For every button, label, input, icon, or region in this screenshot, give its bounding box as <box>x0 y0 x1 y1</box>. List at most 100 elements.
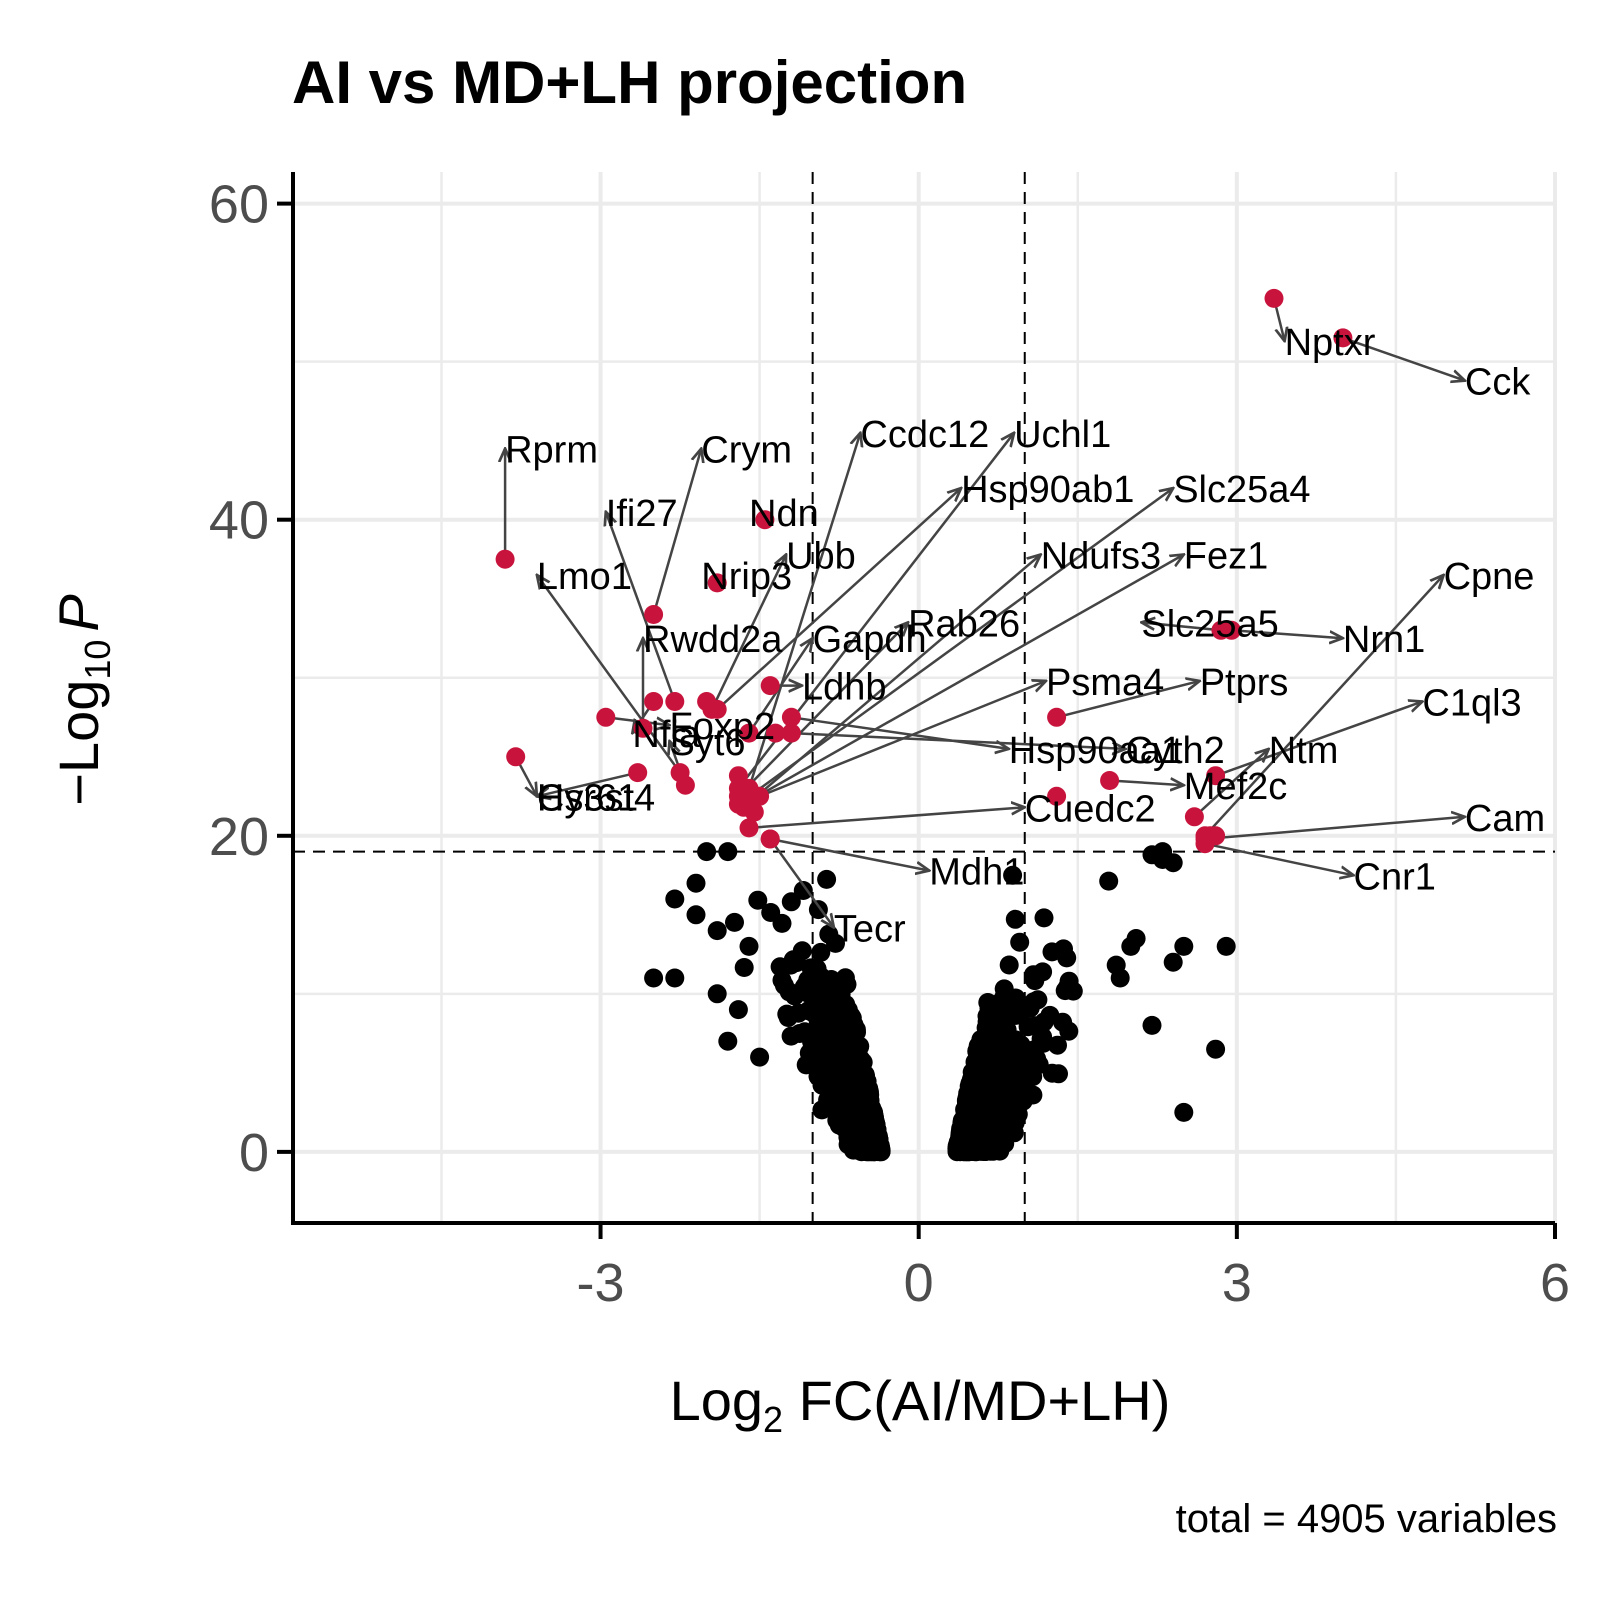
label-connector <box>748 807 1025 830</box>
cutoff-lines <box>293 172 1555 1223</box>
nonsignificant-point <box>845 1081 865 1101</box>
label-connector <box>1215 702 1423 777</box>
nonsignificant-point <box>1027 1049 1047 1069</box>
significant-point <box>1200 826 1220 846</box>
y-axis-title-sub: 10 <box>77 640 118 680</box>
gene-label: Rprm <box>505 430 598 472</box>
nonsignificant-point <box>869 1131 889 1151</box>
nonsignificant-point <box>1174 1102 1194 1122</box>
gene-label: Ifi27 <box>606 493 678 535</box>
gene-label: Hs3st4 <box>537 777 655 819</box>
caption: total = 4905 variables <box>1176 1497 1557 1541</box>
gene-label: Fez1 <box>1184 536 1268 578</box>
nonsignificant-point <box>750 1047 770 1067</box>
significant-point <box>1184 807 1204 827</box>
nonsignificant-point <box>1174 936 1194 956</box>
label-connector <box>748 555 1184 803</box>
x-axis-title-main: Log <box>670 1369 763 1432</box>
gene-label: Ccdc12 <box>860 414 989 456</box>
significant-points <box>495 288 1353 854</box>
nonsignificant-point <box>832 1016 852 1036</box>
gene-label: Psma4 <box>1046 662 1164 704</box>
nonsignificant-point <box>999 955 1019 975</box>
nonsignificant-point <box>644 968 664 988</box>
label-connector <box>652 449 702 615</box>
gene-label: Nptxr <box>1285 322 1376 364</box>
significant-point <box>506 747 526 767</box>
x-tick-label: -3 <box>577 1253 625 1313</box>
gene-label: Syt6 <box>670 722 746 764</box>
label-connector <box>791 731 1125 749</box>
nonsignificant-points <box>644 842 1236 1162</box>
nonsignificant-point <box>1005 909 1025 929</box>
gene-labels: Nptxr Cck Rprm Crym Ifi27 Ndn Lmo1 Nrip3UbbRwdd… <box>505 322 1545 950</box>
significant-point <box>495 549 515 569</box>
nonsignificant-point <box>686 905 706 925</box>
label-connector <box>606 512 676 702</box>
nonsignificant-point <box>955 1129 975 1149</box>
nonsignificant-point <box>865 1116 884 1136</box>
gene-label: Cuedc2 <box>1025 788 1156 830</box>
nonsignificant-point <box>994 1005 1014 1025</box>
gene-label: Ntm <box>1269 730 1339 772</box>
nonsignificant-point <box>707 984 727 1004</box>
gene-label: Cpne <box>1444 556 1535 598</box>
label-connector <box>1193 749 1268 818</box>
gene-label: C1ql3 <box>1422 683 1521 725</box>
significant-point <box>1100 771 1120 790</box>
nonsignificant-point <box>748 890 768 910</box>
nonsignificant-point <box>809 1002 829 1022</box>
y-tick-label: 0 <box>239 1123 269 1183</box>
gene-label: Mef2c <box>1184 766 1287 808</box>
nonsignificant-point <box>1028 990 1048 1010</box>
nonsignificant-point <box>718 1031 738 1051</box>
significant-point <box>644 692 664 711</box>
label-connector <box>737 622 908 798</box>
significant-point <box>1222 620 1241 640</box>
y-tick-label: 40 <box>209 491 269 551</box>
significant-point <box>1333 328 1353 348</box>
nonsignificant-point <box>1048 1035 1067 1055</box>
significant-point <box>1047 707 1067 727</box>
nonsignificant-point <box>807 985 827 1004</box>
gene-label: Cck <box>1465 362 1531 404</box>
x-axis-title-sub: 2 <box>763 1399 783 1440</box>
label-connector <box>1204 842 1354 876</box>
x-tick-label: 6 <box>1540 1253 1570 1313</box>
nonsignificant-point <box>1034 908 1054 928</box>
nonsignificant-point <box>1110 968 1130 988</box>
gene-label: Mdh1 <box>929 852 1024 894</box>
label-connector <box>716 488 961 711</box>
nonsignificant-point <box>774 975 794 995</box>
nonsignificant-point <box>686 873 706 893</box>
gene-label: Cyr61 <box>537 777 638 819</box>
label-connector <box>1204 817 1465 841</box>
gene-label: Lmo1 <box>537 556 632 598</box>
nonsignificant-point <box>988 1045 1008 1065</box>
y-tick-label: 60 <box>209 175 269 235</box>
nonsignificant-point <box>847 1134 867 1153</box>
label-connector <box>537 575 682 774</box>
gene-label: Ubb <box>786 536 856 578</box>
significant-point <box>644 605 664 624</box>
nonsignificant-point <box>1009 1051 1029 1071</box>
gene-label: Ndufs3 <box>1041 536 1161 578</box>
nonsignificant-point <box>707 921 727 941</box>
label-connector <box>1109 781 1184 786</box>
nonsignificant-point <box>844 1118 864 1138</box>
nonsignificant-point <box>982 1065 1002 1084</box>
nonsignificant-point <box>1002 1080 1022 1100</box>
x-axis-title: Log2 FC(AI/MD+LH) <box>670 1369 1171 1440</box>
nonsignificant-point <box>996 1024 1016 1044</box>
nonsignificant-point <box>781 955 801 975</box>
nonsignificant-point <box>1049 1064 1068 1084</box>
nonsignificant-point <box>1163 952 1183 972</box>
gene-label: Ptprs <box>1200 662 1289 704</box>
significant-point <box>766 723 785 743</box>
significant-point <box>760 829 780 849</box>
gene-label: Foxp2 <box>670 706 776 748</box>
chart-title: AI vs MD+LH projection <box>292 49 967 116</box>
nonsignificant-point <box>1003 865 1023 885</box>
x-axis-title-rest: FC(AI/MD+LH) <box>783 1369 1170 1432</box>
